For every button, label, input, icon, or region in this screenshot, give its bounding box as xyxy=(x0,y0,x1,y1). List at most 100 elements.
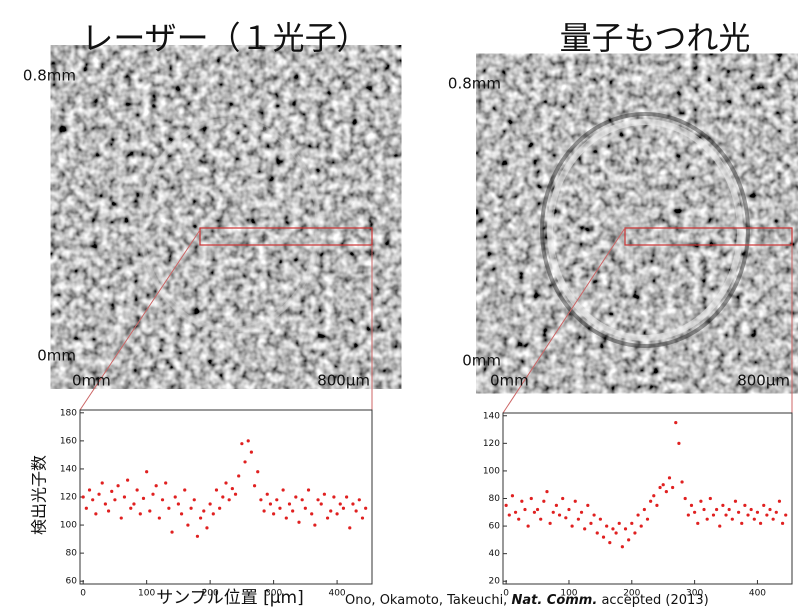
point xyxy=(718,524,721,527)
point xyxy=(508,513,511,516)
point xyxy=(335,512,338,515)
point xyxy=(662,483,665,486)
y-tick-label: 120 xyxy=(60,493,77,503)
point xyxy=(687,513,690,516)
image-label: 0mm xyxy=(37,347,76,365)
point xyxy=(297,521,300,524)
point xyxy=(564,516,567,519)
point xyxy=(145,470,148,473)
point xyxy=(139,512,142,515)
point xyxy=(240,442,243,445)
point xyxy=(750,508,753,511)
x-tick-label: 300 xyxy=(265,589,282,599)
point xyxy=(301,498,304,501)
y-tick-label: 80 xyxy=(489,494,501,504)
left-image xyxy=(80,74,372,410)
point xyxy=(202,509,205,512)
point xyxy=(224,481,227,484)
point xyxy=(643,508,646,511)
point xyxy=(193,498,196,501)
point xyxy=(348,526,351,529)
point xyxy=(784,513,787,516)
point xyxy=(361,516,364,519)
point xyxy=(243,460,246,463)
point xyxy=(772,518,775,521)
point xyxy=(768,508,771,511)
point xyxy=(97,493,100,496)
point xyxy=(186,523,189,526)
y-tick-label: 60 xyxy=(66,577,78,587)
point xyxy=(342,507,345,510)
point xyxy=(320,502,323,505)
noise-image xyxy=(80,74,372,360)
point xyxy=(177,502,180,505)
y-tick-label: 140 xyxy=(60,464,77,474)
point xyxy=(734,500,737,503)
point xyxy=(599,518,602,521)
point xyxy=(724,513,727,516)
point xyxy=(116,484,119,487)
point xyxy=(561,497,564,500)
point xyxy=(110,490,113,493)
point xyxy=(88,488,91,491)
point xyxy=(721,504,724,507)
point xyxy=(680,480,683,483)
point xyxy=(209,502,212,505)
y-tick-label: 140 xyxy=(483,411,500,421)
title: 量子もつれ光 xyxy=(560,19,751,57)
point xyxy=(91,498,94,501)
point xyxy=(614,531,617,534)
figure: レーザー（１光子） 量子もつれ光 0.8mm 0mm 0mm 800µm 0.8… xyxy=(0,0,798,612)
point xyxy=(237,474,240,477)
point xyxy=(781,522,784,525)
point xyxy=(533,511,536,514)
x-tick-label: 0 xyxy=(503,589,509,599)
point xyxy=(552,511,555,514)
x-tick-label: 300 xyxy=(686,589,703,599)
point xyxy=(545,490,548,493)
point xyxy=(247,439,250,442)
point xyxy=(345,495,348,498)
point xyxy=(326,516,329,519)
point xyxy=(684,497,687,500)
point xyxy=(511,494,514,497)
point xyxy=(262,509,265,512)
point xyxy=(161,498,164,501)
x-tick-label: 200 xyxy=(623,589,640,599)
point xyxy=(571,524,574,527)
point xyxy=(668,476,671,479)
y-axis-label: 検出光子数 xyxy=(30,455,49,535)
point xyxy=(765,513,768,516)
point xyxy=(640,524,643,527)
point xyxy=(596,531,599,534)
image-label: 0mm xyxy=(462,352,501,370)
y-tick-label: 120 xyxy=(483,439,500,449)
point xyxy=(288,502,291,505)
point xyxy=(709,497,712,500)
point xyxy=(183,488,186,491)
point xyxy=(652,494,655,497)
point xyxy=(189,507,192,510)
point xyxy=(646,518,649,521)
point xyxy=(329,509,332,512)
point xyxy=(307,488,310,491)
point xyxy=(558,513,561,516)
point xyxy=(167,507,170,510)
point xyxy=(674,421,677,424)
point xyxy=(158,516,161,519)
point xyxy=(148,509,151,512)
point xyxy=(605,524,608,527)
point xyxy=(778,500,781,503)
y-tick-label: 100 xyxy=(483,466,500,476)
point xyxy=(82,495,85,498)
point xyxy=(355,509,358,512)
point xyxy=(699,500,702,503)
point xyxy=(702,508,705,511)
point xyxy=(586,504,589,507)
point xyxy=(517,518,520,521)
point xyxy=(655,504,658,507)
x-tick-label: 100 xyxy=(138,589,155,599)
point xyxy=(514,511,517,514)
x-tick-label: 200 xyxy=(202,589,219,599)
image-label: 0mm xyxy=(72,372,111,390)
